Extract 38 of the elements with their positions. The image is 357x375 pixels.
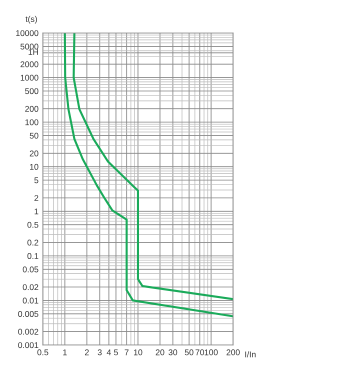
x-tick-label: 50 xyxy=(184,349,194,356)
y-tick-label: 0.1 xyxy=(27,253,38,259)
x-tick-label: 70 xyxy=(196,349,204,356)
y-tick-label: 0.05 xyxy=(22,266,38,272)
y-tick-label: 500 xyxy=(25,88,38,94)
y-tick-label: 0.02 xyxy=(22,284,38,290)
x-tick-label: 100 xyxy=(204,349,218,356)
x-tick-label: 1 xyxy=(63,349,67,356)
y-tick-label: 50 xyxy=(30,132,38,139)
y-tick-label: 200 xyxy=(25,106,38,112)
y-tick-label: 0.001 xyxy=(18,342,38,348)
y-tick-label: 10 xyxy=(30,164,38,170)
y-tick-label: 2000 xyxy=(20,61,38,68)
y-tick-label: 5000 xyxy=(20,44,38,50)
x-axis-title: I/In xyxy=(245,351,256,358)
x-tick-label: 3 xyxy=(98,349,102,356)
x-tick-label: 10 xyxy=(134,349,142,356)
y-tick-label: 0.01 xyxy=(22,298,38,304)
y-tick-label: 0.002 xyxy=(18,328,38,335)
y-tick-label: 100 xyxy=(25,119,38,126)
x-tick-label: 30 xyxy=(168,349,178,356)
ref-line-label: 1H xyxy=(28,49,38,55)
x-tick-label: 5 xyxy=(114,349,118,356)
y-tick-label: 10000 xyxy=(16,30,38,36)
y-tick-label: 0.5 xyxy=(27,222,38,228)
x-tick-label: 7 xyxy=(124,349,129,356)
x-tick-label: 4 xyxy=(106,349,111,356)
y-tick-label: 0.2 xyxy=(27,240,38,246)
y-tick-label: 20 xyxy=(30,150,38,156)
x-tick-label: 20 xyxy=(156,349,164,356)
x-tick-label: 2 xyxy=(84,349,89,356)
x-tick-label: 200 xyxy=(226,349,240,356)
y-tick-label: 1000 xyxy=(20,74,38,81)
y-tick-label: 2 xyxy=(34,195,38,201)
y-tick-label: 1 xyxy=(34,208,38,214)
y-tick-label: 0.005 xyxy=(18,311,38,317)
y-tick-label: 5 xyxy=(34,177,38,184)
y-axis-title: t(s) xyxy=(26,16,37,24)
